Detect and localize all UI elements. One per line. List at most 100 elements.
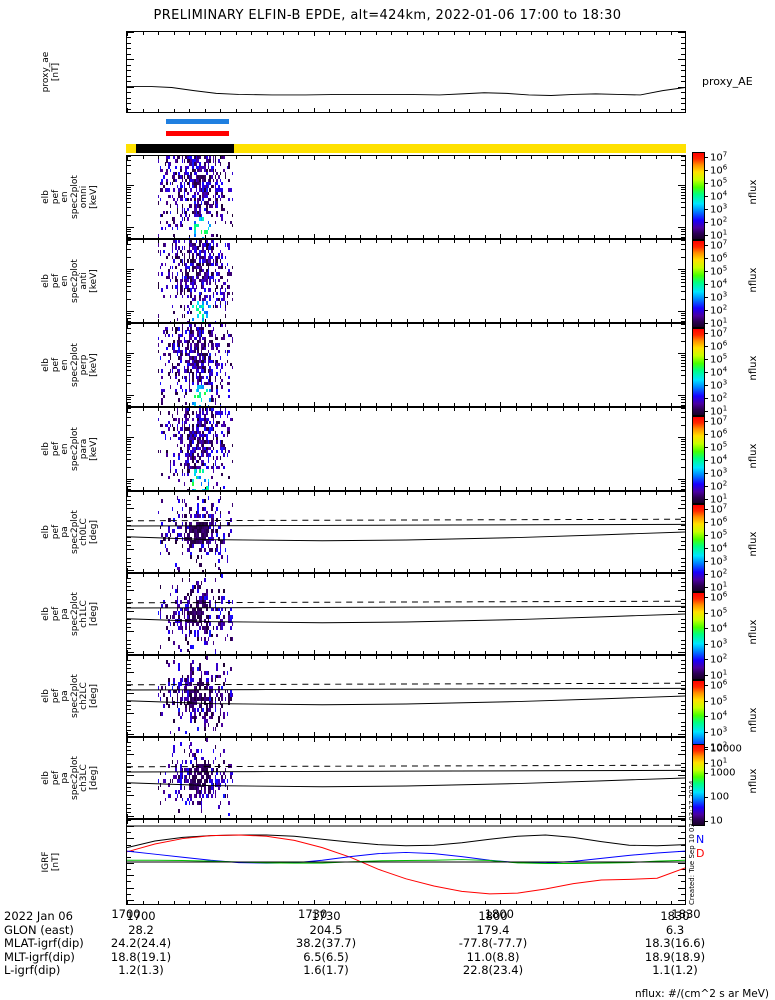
- spectrogram-cell: [216, 214, 218, 218]
- spectrogram-cell: [180, 288, 182, 292]
- spectrogram-cell: [188, 469, 191, 473]
- colorbar-tick-label: 103: [710, 554, 728, 568]
- spectrogram-cell: [219, 304, 222, 308]
- spectrogram-cell: [164, 172, 167, 176]
- spectrogram-cell: [190, 156, 193, 160]
- spectrogram-cell: [214, 259, 217, 263]
- x-axis-minor-tick: [609, 487, 610, 490]
- spectrogram-cell: [187, 207, 189, 211]
- spectrogram-cell: [197, 181, 199, 186]
- spectrogram-cell: [161, 391, 163, 396]
- spectrogram-cell: [200, 175, 203, 179]
- spectrogram-cell: [169, 353, 172, 357]
- spectrogram-cell: [204, 294, 206, 299]
- spectrogram-cell: [207, 288, 210, 292]
- x-axis-minor-tick: [423, 32, 424, 35]
- spectrogram-cell: [207, 165, 210, 169]
- x-axis-minor-tick: [423, 109, 424, 112]
- x-axis-minor-tick: [485, 109, 486, 112]
- spectrogram-cell: [197, 346, 199, 350]
- spectrogram-cell: [226, 165, 229, 169]
- spectrogram-cell: [197, 314, 199, 318]
- spectrogram-cell: [166, 181, 169, 186]
- axis-tick: [127, 229, 131, 230]
- spectrogram-cell: [207, 201, 210, 205]
- spectrogram-cell: [231, 340, 234, 344]
- x-axis-minor-tick: [267, 156, 268, 159]
- colorbar-tick-label: 104: [710, 365, 728, 379]
- trace-proxy-ae: [127, 85, 685, 97]
- spectrogram-cell: [174, 172, 177, 176]
- spectrogram-cell: [174, 391, 177, 396]
- x-axis-minor-tick: [423, 403, 424, 406]
- spectrogram-cell: [176, 369, 179, 373]
- x-axis-minor-tick: [158, 487, 159, 490]
- spectrogram-cell: [197, 272, 199, 276]
- x-axis-minor-tick: [563, 32, 564, 35]
- spectrogram-cell: [226, 285, 229, 289]
- spectrogram-cell: [190, 282, 193, 286]
- spectrogram-cell: [173, 462, 175, 467]
- axis-tick: [681, 249, 685, 250]
- axis-tick: [127, 160, 131, 161]
- x-axis-minor-tick: [267, 408, 268, 411]
- spectrogram-cell: [212, 291, 215, 295]
- spectrogram-cell: [174, 285, 177, 289]
- axis-tick: [681, 454, 685, 455]
- colorbar-tick-label: 104: [710, 541, 728, 555]
- x-axis-minor-tick: [609, 156, 610, 159]
- spectrogram-cell: [166, 220, 169, 224]
- spectrogram-cell: [212, 272, 215, 276]
- spectrogram-cell: [171, 181, 174, 186]
- spectrogram-cell: [216, 204, 218, 208]
- spectrogram-cell: [188, 414, 191, 418]
- spectrogram-cell: [180, 353, 182, 357]
- spectrogram-cell: [181, 353, 184, 357]
- spectrogram-cell: [199, 391, 201, 396]
- spectrogram-cell: [193, 259, 196, 263]
- x-axis-minor-tick: [563, 235, 564, 238]
- spectrogram-cell: [157, 349, 160, 354]
- axis-tick: [127, 43, 131, 44]
- spectrogram-cell: [221, 378, 223, 383]
- x-axis-minor-tick: [625, 324, 626, 327]
- spectrogram-cell: [171, 275, 174, 279]
- spectrogram-cell: [171, 333, 174, 337]
- x-axis-minor-tick: [236, 109, 237, 112]
- spectrogram-cell: [193, 366, 196, 370]
- spectrogram-cell: [193, 324, 196, 328]
- spectrogram-cell: [221, 204, 223, 208]
- x-axis-minor-tick: [485, 235, 486, 238]
- x-axis-minor-tick: [143, 240, 144, 243]
- axis-tick: [127, 76, 131, 77]
- spectrogram-cell: [219, 178, 222, 182]
- colorbar-tick-label: 105: [710, 528, 728, 542]
- spectrogram-cell: [197, 375, 199, 379]
- spectrogram-cell: [166, 453, 169, 457]
- spectrogram-cell: [195, 359, 198, 363]
- spectrogram-cell: [193, 450, 196, 454]
- spectrogram-cell: [211, 175, 213, 179]
- x-axis-minor-tick: [469, 240, 470, 243]
- spectrogram-cell: [199, 366, 201, 370]
- spectrogram-cell: [197, 307, 199, 312]
- x-axis-minor-tick: [531, 156, 532, 159]
- x-axis-minor-tick: [625, 403, 626, 406]
- spectrogram-cell: [192, 372, 194, 376]
- spectrogram-cell: [216, 178, 218, 182]
- colorbar-tick: [705, 731, 708, 733]
- colorbar-en-omni: [692, 152, 705, 240]
- x-axis-minor-tick: [547, 487, 548, 490]
- axis-tick: [681, 231, 685, 232]
- spectrogram-cell: [200, 382, 203, 386]
- x-axis-minor-tick: [314, 32, 315, 35]
- axis-tick: [681, 189, 685, 190]
- spectrogram-cell: [173, 175, 175, 179]
- spectrogram-cell: [173, 343, 175, 347]
- x-axis-minor-tick: [609, 324, 610, 327]
- x-axis-minor-tick: [500, 487, 501, 490]
- spectrogram-cell: [216, 304, 218, 308]
- spectrogram-cell: [200, 359, 203, 363]
- spectrogram-cell: [178, 156, 181, 160]
- spectrogram-cell: [199, 162, 201, 166]
